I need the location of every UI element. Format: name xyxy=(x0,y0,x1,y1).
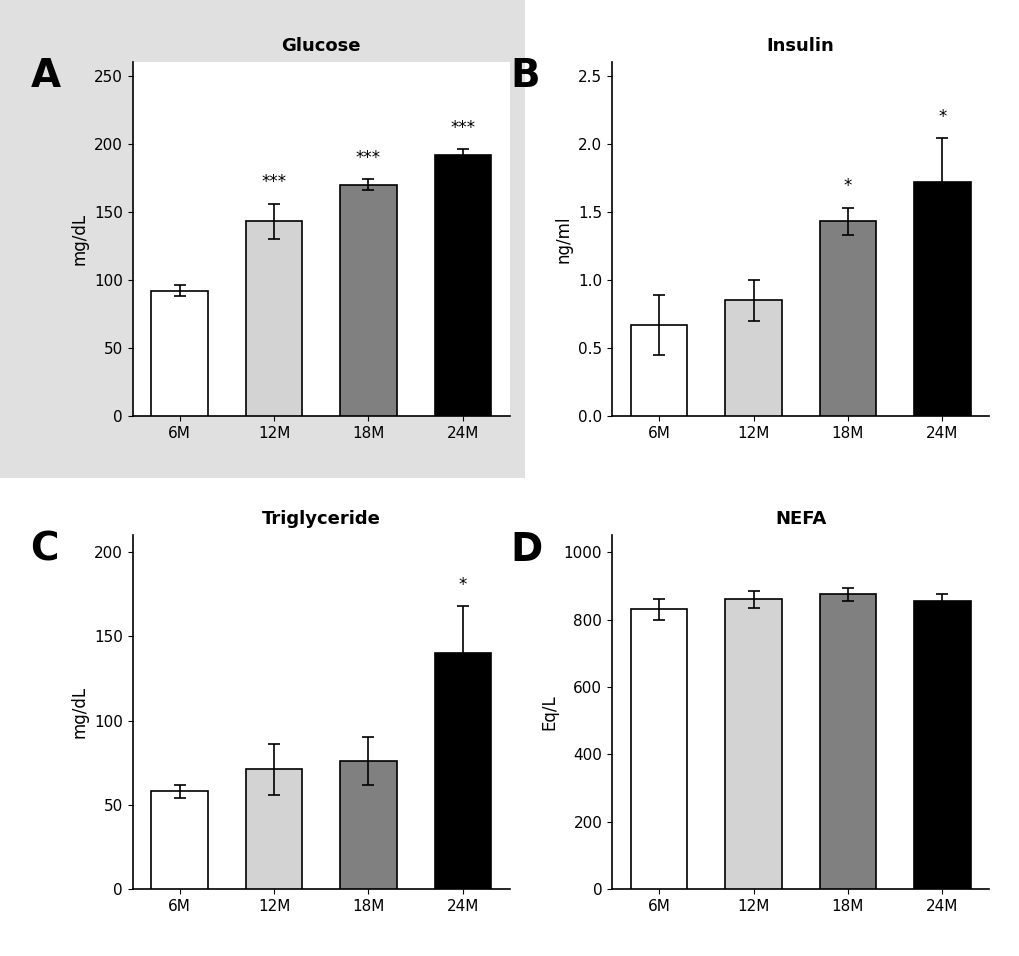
Bar xyxy=(819,222,875,416)
Text: B: B xyxy=(510,57,539,96)
Bar xyxy=(151,291,208,416)
Bar xyxy=(340,185,396,416)
Y-axis label: mg/dL: mg/dL xyxy=(70,686,89,738)
Bar xyxy=(630,610,687,889)
Text: D: D xyxy=(510,531,542,569)
Text: ***: *** xyxy=(261,173,286,191)
Y-axis label: mg/dL: mg/dL xyxy=(70,213,89,265)
Y-axis label: Eq/L: Eq/L xyxy=(540,694,557,730)
Bar xyxy=(434,653,491,889)
Title: NEFA: NEFA xyxy=(774,511,825,529)
Bar xyxy=(725,599,781,889)
Bar xyxy=(246,222,302,416)
Title: Insulin: Insulin xyxy=(766,37,834,55)
Y-axis label: ng/ml: ng/ml xyxy=(554,215,572,263)
Text: C: C xyxy=(31,531,59,569)
Text: ***: *** xyxy=(449,119,475,137)
Bar xyxy=(246,770,302,889)
Title: Triglyceride: Triglyceride xyxy=(262,511,380,529)
Bar xyxy=(725,300,781,416)
Text: A: A xyxy=(31,57,61,96)
Text: *: * xyxy=(459,576,467,594)
Bar xyxy=(151,792,208,889)
Text: *: * xyxy=(843,177,851,195)
Bar xyxy=(340,761,396,889)
Title: Glucose: Glucose xyxy=(281,37,361,55)
Bar xyxy=(630,325,687,416)
Text: *: * xyxy=(937,108,946,126)
Bar xyxy=(434,155,491,416)
Bar xyxy=(913,182,970,416)
Text: ***: *** xyxy=(356,149,381,166)
Bar xyxy=(819,595,875,889)
Bar xyxy=(913,601,970,889)
